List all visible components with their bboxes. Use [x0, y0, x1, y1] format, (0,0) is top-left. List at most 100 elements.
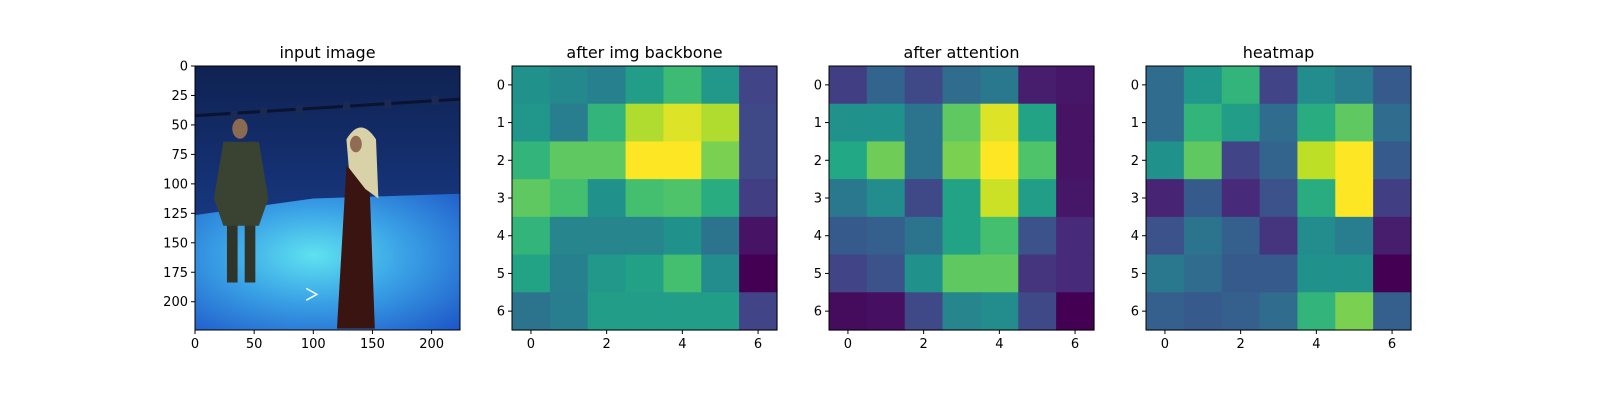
heatmap-cell — [829, 66, 868, 105]
panel-title: input image — [279, 43, 375, 62]
heatmap-cell — [904, 254, 944, 293]
y-tick-label: 0 — [180, 60, 188, 75]
y-tick-label: 4 — [497, 229, 505, 244]
studio-light — [260, 107, 268, 117]
heatmap-cell — [980, 254, 1019, 293]
heatmap-cell — [587, 179, 627, 218]
heatmap-cell — [1056, 103, 1095, 143]
y-tick-label: 1 — [497, 116, 505, 131]
heatmap-cell — [549, 141, 589, 180]
heatmap-cell — [1056, 66, 1095, 105]
x-tick-label: 0 — [1161, 337, 1169, 352]
heatmap-cell — [904, 292, 944, 331]
heatmap-cell — [1259, 216, 1299, 256]
heatmap-cell — [904, 141, 944, 180]
heatmap-cell — [1335, 179, 1374, 218]
y-tick-label: 3 — [814, 192, 822, 207]
heatmap-cell — [1373, 179, 1412, 218]
heatmap-cell — [1297, 254, 1336, 293]
heatmap-cell — [663, 103, 702, 143]
heatmap-cell — [701, 103, 740, 143]
heatmap-cell — [512, 66, 551, 105]
heatmap-cell — [866, 179, 906, 218]
heatmap-cell — [1056, 179, 1095, 218]
heatmap-cell — [701, 66, 740, 105]
y-tick-label: 0 — [1131, 78, 1139, 93]
heatmap-cell — [625, 141, 665, 180]
heatmap-cell — [587, 66, 627, 105]
heatmap-cell — [1221, 103, 1261, 143]
heatmap-cell — [1146, 141, 1185, 180]
axes-frame — [828, 65, 1095, 331]
heatmap-cell — [1018, 254, 1057, 293]
heatmap-cell — [739, 292, 778, 331]
heatmap-cell — [512, 103, 551, 143]
heatmap-cell — [739, 141, 778, 180]
heatmap-cell — [1259, 254, 1299, 293]
heatmap-cells — [512, 66, 778, 331]
y-tick-label: 2 — [814, 154, 822, 169]
input-photo — [195, 66, 460, 330]
heatmap-cell — [1335, 216, 1374, 256]
x-tick-label: 6 — [1388, 337, 1396, 352]
heatmap-cell — [549, 292, 589, 331]
heatmap-cell — [1146, 66, 1185, 105]
heatmap-cell — [663, 141, 702, 180]
heatmap-cell — [1297, 179, 1336, 218]
studio-light — [384, 99, 392, 109]
heatmap-cell — [1373, 292, 1412, 331]
heatmap-cell — [1335, 254, 1374, 293]
heatmap-cell — [1183, 254, 1223, 293]
heatmap-cell — [829, 292, 868, 331]
heatmap-cell — [980, 179, 1019, 218]
heatmap-cell — [1146, 216, 1185, 256]
heatmap-cell — [866, 103, 906, 143]
heatmap-cell — [587, 254, 627, 293]
x-tick-label: 200 — [419, 337, 444, 352]
heatmap-cell — [1146, 179, 1185, 218]
heatmap-cell — [587, 141, 627, 180]
heatmap-cell — [829, 254, 868, 293]
heatmap-cell — [587, 216, 627, 256]
heatmap-cell — [663, 216, 702, 256]
heatmap-cell — [739, 66, 778, 105]
y-tick-label: 2 — [1131, 154, 1139, 169]
heatmap-cell — [701, 292, 740, 331]
heatmap-cell — [1183, 103, 1223, 143]
heatmap-cell — [1297, 66, 1336, 105]
heatmap-cell — [549, 66, 589, 105]
heatmap-cell — [625, 179, 665, 218]
axes-1: 0 2 4 6 0 1 2 3 4 5 6 after img backbone — [497, 43, 778, 352]
y-tick-label: 25 — [171, 89, 188, 104]
heatmap-cells — [829, 66, 1095, 331]
heatmap-cell — [663, 66, 702, 105]
heatmap-cell — [980, 141, 1019, 180]
x-tick-label: 0 — [844, 337, 852, 352]
heatmap-cell — [701, 141, 740, 180]
x-tick-label: 2 — [920, 337, 928, 352]
man-legs — [244, 217, 256, 283]
y-tick-label: 2 — [497, 154, 505, 169]
heatmap-cell — [829, 179, 868, 218]
heatmap-cell — [701, 254, 740, 293]
heatmap-cell — [829, 216, 868, 256]
heatmap-cell — [866, 66, 906, 105]
x-tick-label: 6 — [754, 337, 762, 352]
heatmap-cell — [625, 216, 665, 256]
heatmap-cell — [1221, 179, 1261, 218]
axes-frame — [511, 65, 778, 331]
y-tick-label: 1 — [814, 116, 822, 131]
y-tick-label: 5 — [814, 267, 822, 282]
heatmap-cell — [942, 216, 982, 256]
heatmap-cell — [625, 66, 665, 105]
heatmap-cell — [904, 179, 944, 218]
heatmap-cell — [1018, 292, 1057, 331]
heatmap-cell — [1259, 103, 1299, 143]
x-tick-label: 6 — [1071, 337, 1079, 352]
heatmap-cell — [1056, 292, 1095, 331]
heatmap-cell — [663, 179, 702, 218]
floor-marker — [305, 287, 319, 301]
heatmap-cell — [512, 216, 551, 256]
x-tick-label: 2 — [603, 337, 611, 352]
